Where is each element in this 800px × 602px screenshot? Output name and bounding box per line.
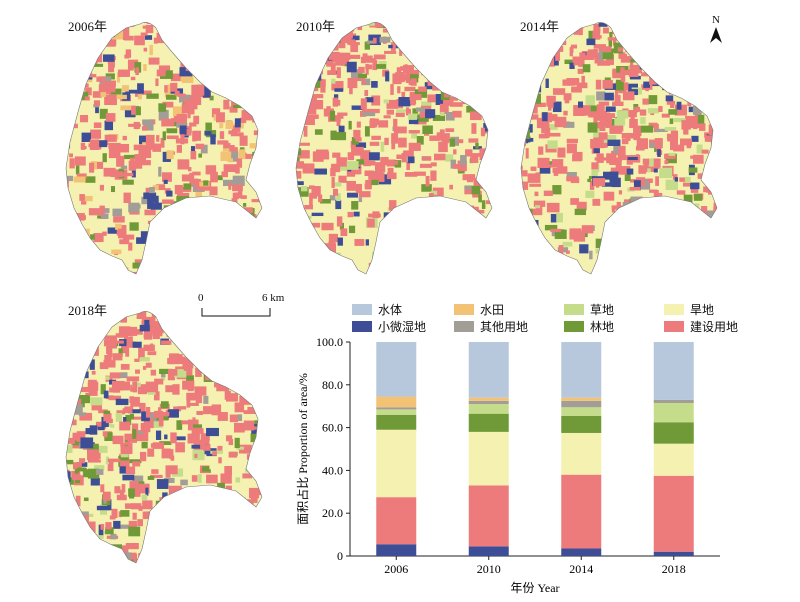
bar-other-2006 (376, 407, 417, 410)
bar-grass-2010 (468, 404, 509, 414)
bar-forest-2006 (376, 414, 417, 430)
bar-wetland-2010 (468, 546, 509, 556)
legend-item-built: 建设用地 (664, 318, 738, 334)
bar-other-2018 (653, 399, 694, 403)
bar-built-2010 (468, 485, 509, 547)
map-label-2010: 2010年 (296, 19, 336, 34)
legend-item-paddy: 水田 (454, 301, 504, 317)
y-tick-label: 0 (337, 549, 343, 563)
bar-grass-2014 (561, 407, 602, 416)
x-tick-label: 2018 (662, 562, 686, 576)
map-label-2006: 2006年 (68, 19, 108, 34)
north-arrow-icon (710, 27, 722, 43)
scale-bar: 0 6 km (196, 292, 296, 322)
bar-built-2018 (653, 475, 694, 552)
y-axis-label: 面积占比 Proportion of area/% (295, 373, 310, 525)
map-label-2018: 2018年 (68, 303, 108, 318)
legend-swatch-water (352, 303, 372, 315)
bar-built-2006 (376, 497, 417, 545)
legend-swatch-built (664, 320, 684, 332)
legend-swatch-wetland (352, 320, 372, 332)
bar-water-2006 (376, 342, 417, 397)
legend-swatch-grass (564, 303, 584, 315)
scale-line (201, 308, 271, 317)
bar-water-2010 (468, 342, 509, 398)
x-tick-label: 2014 (569, 562, 593, 576)
bar-forest-2018 (653, 422, 694, 444)
scale-end: 6 km (262, 292, 285, 304)
bar-water-2018 (653, 342, 694, 400)
legend: 水体 水田 草地 旱地小微湿地 其他用地 林地 建设用地 (352, 301, 752, 335)
map-2010 (290, 12, 500, 282)
legend-label-grass: 草地 (590, 302, 615, 317)
bar-dry-2006 (376, 429, 417, 498)
bar-wetland-2018 (653, 551, 694, 556)
legend-label-wetland: 小微湿地 (378, 319, 427, 334)
north-arrow: N (706, 14, 726, 47)
bar-dry-2010 (468, 431, 509, 486)
map-2010-shape (295, 22, 493, 275)
bar-forest-2010 (468, 413, 509, 432)
legend-item-other: 其他用地 (454, 318, 528, 334)
map-2006-shape (65, 22, 263, 275)
scale-start: 0 (198, 292, 204, 304)
legend-swatch-other (454, 320, 474, 332)
bar-paddy-2006 (376, 396, 417, 408)
legend-item-wetland: 小微湿地 (352, 318, 426, 334)
bar-wetland-2006 (376, 544, 417, 556)
legend-item-dry: 旱地 (664, 301, 714, 317)
x-tick-label: 2006 (384, 562, 408, 576)
legend-label-forest: 林地 (590, 319, 615, 334)
map-2006 (60, 12, 270, 282)
north-label: N (712, 14, 720, 26)
bar-built-2014 (561, 474, 602, 549)
bar-forest-2014 (561, 415, 602, 433)
map-2014-shape (520, 22, 718, 275)
map-label-2014: 2014年 (520, 19, 560, 34)
legend-swatch-dry (664, 303, 684, 315)
legend-label-paddy: 水田 (480, 302, 505, 317)
legend-item-grass: 草地 (564, 301, 614, 317)
bar-wetland-2014 (561, 548, 602, 556)
bar-paddy-2010 (468, 397, 509, 401)
map-2014 (515, 12, 725, 282)
bar-paddy-2014 (561, 397, 602, 401)
y-tick-label: 60.0 (322, 421, 343, 435)
bar-dry-2014 (561, 432, 602, 475)
bar-dry-2018 (653, 443, 694, 476)
y-tick-label: 80.0 (322, 378, 343, 392)
legend-label-other: 其他用地 (480, 319, 529, 334)
y-tick-label: 100.0 (316, 336, 343, 349)
legend-item-water: 水体 (352, 301, 402, 317)
stacked-bar-chart: 0 20.0 40.0 60.0 80.0 100.0 2006 2010 2014 2018 年份… (295, 336, 720, 595)
bar-grass-2018 (653, 402, 694, 423)
legend-label-dry: 旱地 (690, 302, 715, 317)
y-tick-label: 20.0 (322, 506, 343, 520)
x-axis-label: 年份 Year (510, 581, 559, 595)
bar-grass-2006 (376, 409, 417, 415)
legend-item-forest: 林地 (564, 318, 614, 334)
bar-water-2014 (561, 342, 602, 398)
legend-label-water: 水体 (378, 302, 403, 317)
y-tick-label: 40.0 (322, 463, 343, 477)
legend-swatch-paddy (454, 303, 474, 315)
legend-swatch-forest (564, 320, 584, 332)
map-2018 (60, 296, 270, 576)
map-2018-shape (65, 311, 263, 564)
x-tick-label: 2010 (477, 562, 501, 576)
legend-label-built: 建设用地 (690, 319, 739, 334)
bar-other-2014 (561, 400, 602, 408)
bar-other-2010 (468, 400, 509, 405)
